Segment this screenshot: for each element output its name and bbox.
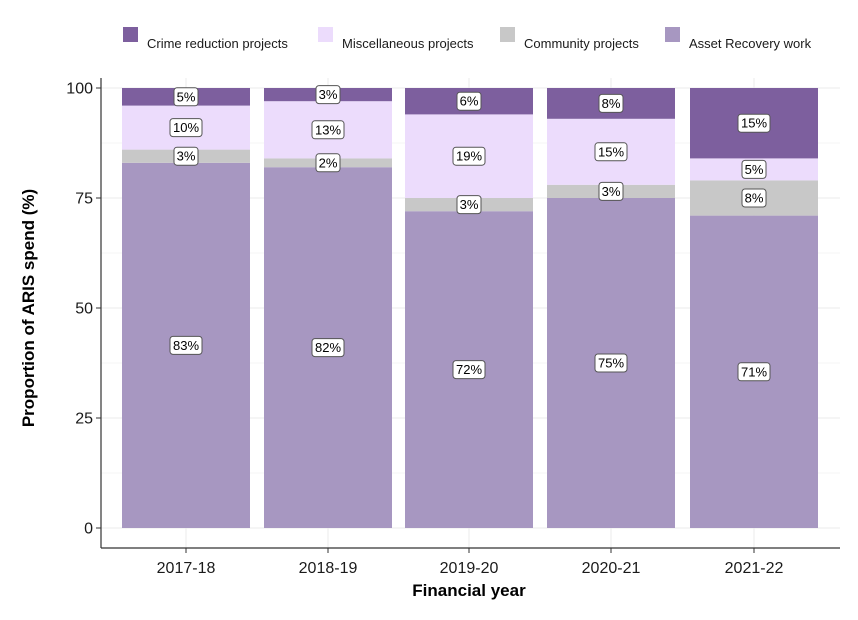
x-tick-label: 2020-21 xyxy=(582,560,641,577)
x-tick-label: 2018-19 xyxy=(299,560,358,577)
data-label-box xyxy=(315,85,341,105)
y-tick-label: 75 xyxy=(75,191,93,208)
data-label-box xyxy=(741,159,767,179)
x-tick-label: 2019-20 xyxy=(440,560,499,577)
y-tick-label: 25 xyxy=(75,411,93,428)
data-label: 15% xyxy=(598,144,624,159)
data-label: 83% xyxy=(173,338,199,353)
data-label-box xyxy=(594,353,628,373)
data-label: 8% xyxy=(602,96,621,111)
data-label-box xyxy=(737,362,771,382)
data-label: 75% xyxy=(598,356,624,371)
x-tick-label: 2021-22 xyxy=(725,560,784,577)
data-label: 10% xyxy=(173,120,199,135)
data-label: 2% xyxy=(319,155,338,170)
data-labels: 83% 82% 72% 75% 71% 3% 2% 3% 3% 8% 10% 13% 19% 15% 5% 5… xyxy=(169,85,771,382)
data-label-box xyxy=(169,335,203,355)
data-label-box xyxy=(741,188,767,208)
data-label-box xyxy=(173,87,199,107)
data-label-box xyxy=(452,146,486,166)
data-label-box xyxy=(311,120,345,140)
data-label: 5% xyxy=(177,89,196,104)
data-label: 82% xyxy=(315,340,341,355)
data-label-box xyxy=(456,91,482,111)
data-label: 8% xyxy=(745,191,764,206)
y-tick-label: 0 xyxy=(84,521,93,538)
data-label: 3% xyxy=(602,184,621,199)
data-label-box xyxy=(456,195,482,215)
data-label: 5% xyxy=(745,162,764,177)
data-label: 15% xyxy=(741,116,767,131)
y-axis-title: Proportion of ARIS spend (%) xyxy=(19,189,38,427)
data-label-box xyxy=(598,93,624,113)
legend-swatch xyxy=(665,27,680,42)
legend-label: Miscellaneous projects xyxy=(342,36,474,51)
data-label-box xyxy=(315,153,341,173)
data-label: 19% xyxy=(456,149,482,164)
legend-label: Community projects xyxy=(524,36,639,51)
data-label: 3% xyxy=(177,149,196,164)
legend-label: Asset Recovery work xyxy=(689,36,812,51)
data-label: 3% xyxy=(460,197,479,212)
x-axis-title: Financial year xyxy=(412,581,526,600)
data-label-box xyxy=(452,360,486,380)
axes: 0 25 50 75 100 2017-18 2018-19 2019-20 2020-21 20… xyxy=(66,78,840,577)
x-tick-label: 2017-18 xyxy=(157,560,216,577)
data-label: 71% xyxy=(741,364,767,379)
y-tick-label: 100 xyxy=(66,81,93,98)
data-label-box xyxy=(598,181,624,201)
data-label: 72% xyxy=(456,362,482,377)
legend-swatch xyxy=(318,27,333,42)
data-label-box xyxy=(594,142,628,162)
data-label: 13% xyxy=(315,122,341,137)
legend-swatch xyxy=(123,27,138,42)
data-label-box xyxy=(173,146,199,166)
legend-label: Crime reduction projects xyxy=(147,36,288,51)
data-label-box xyxy=(311,338,345,358)
legend: Crime reduction projects Miscellaneous pr… xyxy=(123,27,812,51)
data-label-box xyxy=(737,113,771,133)
legend-swatch xyxy=(500,27,515,42)
data-label: 6% xyxy=(460,94,479,109)
y-tick-label: 50 xyxy=(75,301,93,318)
data-label-box xyxy=(169,118,203,138)
data-label: 3% xyxy=(319,87,338,102)
